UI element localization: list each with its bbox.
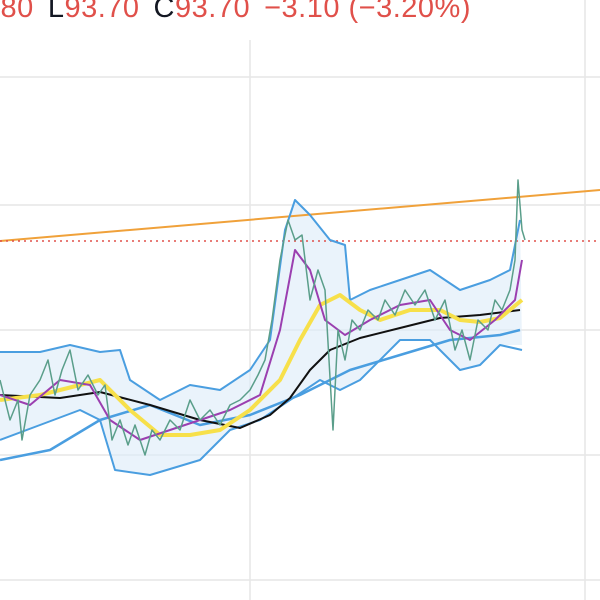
low-label: L [47,0,65,24]
open-value: .80 [0,0,34,24]
price [0,179,526,456]
change-value: −3.10 (−3.20%) [264,0,471,24]
band-fill [0,200,522,475]
trend-line [0,189,600,242]
band-upper [0,199,521,401]
close-value: 93.70 [175,0,251,24]
low-value: 93.70 [64,0,140,24]
yellow-ma [0,293,524,437]
close-label: C [153,0,175,24]
purple-ma [0,249,523,441]
